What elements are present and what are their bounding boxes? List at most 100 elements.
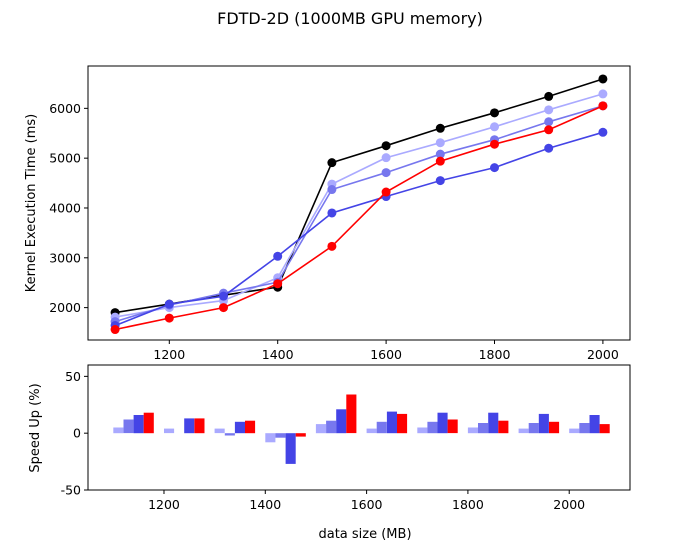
bottom-series-4-bar [194, 418, 205, 434]
top-y-tick-label: 5000 [49, 151, 81, 166]
bottom-plot-bars [113, 394, 610, 464]
top-y-axis-label: Kernel Execution Time (ms) [24, 114, 39, 292]
bottom-series-1-bar [467, 427, 478, 434]
bottom-series-1-bar [366, 428, 377, 434]
bottom-series-3-bar [336, 409, 347, 434]
top-series-2-point [381, 153, 391, 163]
top-series-5-point [381, 187, 391, 197]
x-axis-label: data size (MB) [318, 527, 411, 542]
top-plot-series [110, 74, 608, 335]
bottom-series-2-bar [478, 423, 489, 434]
bottom-x-tick-label: 2000 [553, 497, 585, 512]
top-series-3-point [544, 117, 554, 127]
top-x-tick-label: 1600 [370, 347, 402, 362]
bottom-y-axis-label: Speed Up (%) [28, 383, 43, 472]
top-series-2-point [435, 138, 445, 148]
top-series-4-point [598, 127, 608, 137]
bottom-series-2-bar [123, 419, 134, 434]
bottom-series-1-bar [417, 427, 428, 434]
top-series-line-4 [114, 131, 604, 327]
top-series-3-point [435, 149, 445, 159]
top-series-4-point [490, 163, 499, 173]
bottom-series-3-bar [437, 412, 448, 434]
bottom-x-tick-label: 1600 [351, 497, 383, 512]
bottom-series-3-bar [285, 433, 296, 464]
bottom-series-4-bar [245, 420, 256, 434]
top-x-tick-label: 1200 [153, 347, 185, 362]
bottom-series-4-bar [397, 413, 408, 434]
top-series-3-point [381, 168, 391, 178]
bottom-series-1-bar [164, 428, 175, 434]
top-series-4-point [164, 299, 174, 309]
bottom-series-3-bar [133, 415, 144, 434]
bottom-series-2-bar [275, 433, 286, 438]
bottom-series-2-bar [579, 423, 590, 434]
top-series-1-point [381, 141, 391, 151]
bottom-series-4-bar [143, 412, 154, 434]
bottom-x-tick-label: 1200 [148, 497, 180, 512]
top-series-1-point [327, 158, 337, 168]
top-x-tick-label: 2000 [587, 347, 619, 362]
top-axis-ticks: 1200 1400 1600 1800 2000 2000 3000 4000 5000 6000 [49, 101, 619, 362]
figure-title: FDTD-2D (1000MB GPU memory) [217, 9, 483, 28]
bottom-series-2-bar [376, 421, 387, 434]
bottom-series-2-bar [224, 433, 235, 436]
top-y-tick-label: 4000 [49, 200, 81, 215]
bottom-series-1-bar [518, 428, 529, 434]
bottom-series-3-bar [386, 411, 397, 434]
bottom-series-1-bar [265, 433, 276, 443]
bottom-series-4-bar [599, 424, 610, 434]
top-series-5-point [544, 125, 554, 135]
bottom-series-3-bar [184, 418, 195, 434]
bottom-plot-frame [87, 364, 631, 491]
bottom-series-4-bar [295, 433, 306, 437]
bottom-series-1-bar [315, 424, 326, 434]
top-chart: 1200 1400 1600 1800 2000 2000 3000 4000 5000 6000… [24, 65, 631, 362]
bottom-series-3-bar [538, 413, 549, 434]
top-y-tick-label: 3000 [49, 250, 81, 265]
top-series-4-point [273, 251, 283, 261]
bottom-series-1-bar [113, 427, 124, 434]
top-series-5-point [598, 101, 608, 111]
bottom-series-2-bar [528, 423, 539, 434]
top-series-line-1 [114, 78, 604, 314]
top-series-5-point [435, 156, 445, 166]
top-series-5-point [273, 279, 283, 289]
top-series-1-point [598, 74, 608, 84]
top-plot-frame [87, 65, 631, 341]
bottom-series-3-bar [234, 421, 245, 434]
bottom-series-4-bar [549, 421, 560, 434]
top-series-5-point [219, 303, 228, 313]
top-series-5-point [327, 241, 337, 251]
bottom-series-4-bar [498, 420, 509, 434]
top-series-1-point [435, 123, 445, 133]
bottom-series-3-bar [488, 412, 499, 434]
bottom-y-tick-label: -50 [61, 483, 81, 498]
top-series-1-point [544, 91, 554, 101]
top-x-tick-label: 1800 [479, 347, 511, 362]
top-series-2-point [544, 105, 554, 115]
bottom-series-3-bar [589, 415, 600, 434]
bottom-series-1-bar [214, 428, 225, 434]
top-x-tick-label: 1400 [262, 347, 294, 362]
top-series-line-2 [114, 93, 604, 318]
top-series-3-point [327, 185, 337, 195]
bottom-x-tick-label: 1800 [452, 497, 484, 512]
top-series-line-3 [114, 105, 604, 323]
top-series-4-point [327, 208, 337, 218]
top-series-4-point [544, 143, 554, 153]
top-series-4-point [435, 176, 445, 186]
bottom-series-4-bar [346, 394, 357, 434]
top-series-5-point [490, 139, 499, 149]
bottom-series-2-bar [427, 421, 438, 434]
top-y-tick-label: 2000 [49, 300, 81, 315]
top-series-line-5 [114, 105, 604, 331]
top-series-2-point [490, 122, 499, 132]
bottom-series-4-bar [447, 419, 458, 434]
top-series-5-point [164, 313, 174, 323]
bottom-axis-ticks: 1200 1400 1600 1800 2000 -50 0 50 [61, 369, 586, 512]
top-series-2-point [598, 89, 608, 99]
bottom-y-tick-label: 50 [65, 369, 81, 384]
bottom-series-1-bar [569, 428, 580, 434]
